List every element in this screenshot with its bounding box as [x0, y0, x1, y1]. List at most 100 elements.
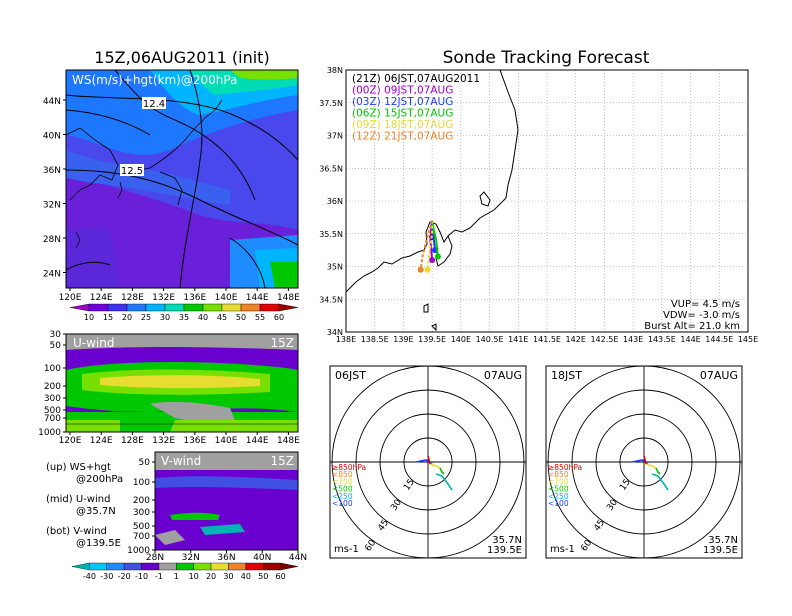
- ws-colorbar-tick: 35: [179, 313, 189, 322]
- polar-level-label: ≥850hPa: [548, 463, 582, 472]
- legend-line-bot-sub: @139.5E: [76, 538, 121, 549]
- u-wind-p-tick-label: 1000: [38, 428, 61, 438]
- ws-colorbar-tick: 60: [274, 313, 284, 322]
- track-line: [419, 220, 434, 270]
- v-wind-lat-tick-label: 40N: [253, 553, 271, 563]
- polar-date: 07AUG: [700, 369, 738, 382]
- ws-colorbar-swatch: [145, 303, 166, 312]
- track-line: [431, 220, 439, 257]
- v-wind-p-tick-label: 1000: [127, 546, 150, 556]
- polar-level-label: <250: [548, 492, 569, 501]
- ws-lat-tick-label: 24N: [43, 270, 61, 280]
- polar-level-label: <500: [332, 485, 353, 494]
- map-lat-tick-label: 35.5N: [319, 230, 343, 239]
- map-lon-tick-label: 140E: [451, 335, 471, 344]
- u-wind-lon-tick-label: 128E: [121, 436, 144, 446]
- polar-rings: [330, 366, 526, 558]
- ws-colorbar-swatch: [69, 303, 90, 312]
- ws-map-frame: [65, 69, 299, 289]
- legend-line-mid: (mid) U-wind: [46, 494, 110, 505]
- track-endpoint: [424, 266, 431, 273]
- u-wind-p-tick-label: 700: [44, 414, 61, 424]
- ws-colorbar-tick: 50: [236, 313, 246, 322]
- map-lat-tick-label: 35N: [327, 263, 343, 272]
- polar-hodograph: [415, 455, 453, 491]
- wind-colorbar-swatch: [280, 562, 299, 571]
- hodograph-trace: [435, 473, 453, 491]
- v-wind-label: V-wind: [161, 454, 201, 468]
- right-title: Sonde Tracking Forecast: [443, 48, 650, 68]
- track-legend-entry: (03Z) 12JST,07AUG: [352, 96, 453, 108]
- left-title: 15Z,06AUG2011 (init): [94, 48, 269, 67]
- wind-colorbar-tick: -20: [118, 572, 131, 581]
- ws-lat-ticks: 44N 40N 36N 32N 28N 24N: [43, 97, 66, 280]
- u-wind-p-tick-label: 300: [44, 394, 61, 404]
- polar-hodograph: [631, 455, 669, 491]
- v-wind-p-tick-label: 500: [133, 522, 150, 532]
- wind-colorbar-tick: 10: [189, 572, 199, 581]
- ws-map-label: WS(m/s)+hgt(km)@200hPa: [72, 73, 237, 87]
- polar-time-bg: [333, 369, 373, 381]
- map-frame: [345, 69, 749, 333]
- u-wind-lon-tick-label: 124E: [90, 436, 113, 446]
- v-wind-p-tick-label: 300: [133, 508, 150, 518]
- ws-colorbar-swatch: [164, 303, 185, 312]
- map-lon-tick-label: 139E: [393, 335, 413, 344]
- wind-colorbar-swatch: [193, 562, 212, 571]
- track-endpoint: [429, 256, 436, 263]
- map-lon-tick-label: 144E: [680, 335, 700, 344]
- polar-level-label: ≥850hPa: [332, 463, 366, 472]
- wind-colorbar-swatch: [245, 562, 264, 571]
- map-lat-ticks: 38N 37.5N 37N 36.5N 36N 35.5N 35N 34.5N 34N: [319, 66, 343, 337]
- v-wind-lat-tick-label: 32N: [182, 553, 200, 563]
- polar-time: 06JST: [335, 369, 366, 382]
- info-vup: VUP= 4.5 m/s: [671, 299, 740, 310]
- wind-colorbar-swatch: [71, 562, 90, 571]
- u-wind-lon-tick-label: 148E: [277, 436, 300, 446]
- ws-lat-tick-label: 44N: [43, 97, 61, 107]
- ws-lon-ticks: 120E 124E 128E 132E 136E 140E 144E 148E: [59, 288, 300, 303]
- ws-contour-label-1: 12.4: [142, 97, 166, 110]
- hodograph-trace: [655, 467, 661, 475]
- wind-colorbar-swatch: [228, 562, 247, 571]
- polar-time-bg: [549, 369, 589, 381]
- map-lon-tick-label: 139.5E: [418, 335, 446, 344]
- map-lon-tick-label: 141E: [508, 335, 528, 344]
- ws-lat-tick-label: 28N: [43, 235, 61, 245]
- track-legend-entry: (09Z) 18JST,07AUG: [352, 119, 453, 131]
- wind-colorbar-swatch: [123, 562, 142, 571]
- wind-colorbar-swatch: [158, 562, 177, 571]
- polar-date: 07AUG: [484, 369, 522, 382]
- map-lon-tick-label: 143.5E: [648, 335, 676, 344]
- v-wind-time: 15Z: [271, 454, 295, 468]
- track-legend-entry: (00Z) 09JST,07AUG: [352, 85, 453, 97]
- ws-colorbar-swatch: [107, 303, 128, 312]
- legend-line-up-sub: @200hPa: [76, 474, 123, 485]
- ws-map-panel: [66, 70, 298, 288]
- wind-colorbar-tick: 50: [258, 572, 268, 581]
- u-wind-lon-tick-label: 140E: [215, 436, 238, 446]
- u-wind-lon-tick-label: 132E: [152, 436, 175, 446]
- svg-text:12.5: 12.5: [121, 166, 143, 177]
- ws-lon-tick-label: 140E: [215, 293, 238, 303]
- wind-colorbar-tick: -10: [135, 572, 148, 581]
- polar-date-bg: [480, 369, 522, 381]
- hodograph-trace: [645, 463, 657, 469]
- u-wind-lon-tick-label: 120E: [59, 436, 82, 446]
- launch-info: VUP= 4.5 m/s VDW= -3.0 m/s Burst Alt= 21…: [644, 299, 740, 332]
- hodograph-trace: [439, 467, 445, 475]
- map-lon-tick-label: 143E: [623, 335, 643, 344]
- u-wind-label: U-wind: [73, 336, 114, 350]
- map-lon-tick-label: 140.5E: [476, 335, 504, 344]
- ws-colorbar-tick: 45: [217, 313, 227, 322]
- polar-level-label: <850: [332, 470, 353, 479]
- u-wind-frame: [65, 333, 299, 433]
- ws-colorbar-swatch: [126, 303, 147, 312]
- map-lat-tick-label: 36.5N: [319, 164, 343, 173]
- wind-colorbar-swatch: [89, 562, 107, 571]
- ws-colorbar-tick: 40: [198, 313, 208, 322]
- ws-colorbar-swatch: [240, 303, 261, 312]
- map-lon-tick-label: 145E: [738, 335, 758, 344]
